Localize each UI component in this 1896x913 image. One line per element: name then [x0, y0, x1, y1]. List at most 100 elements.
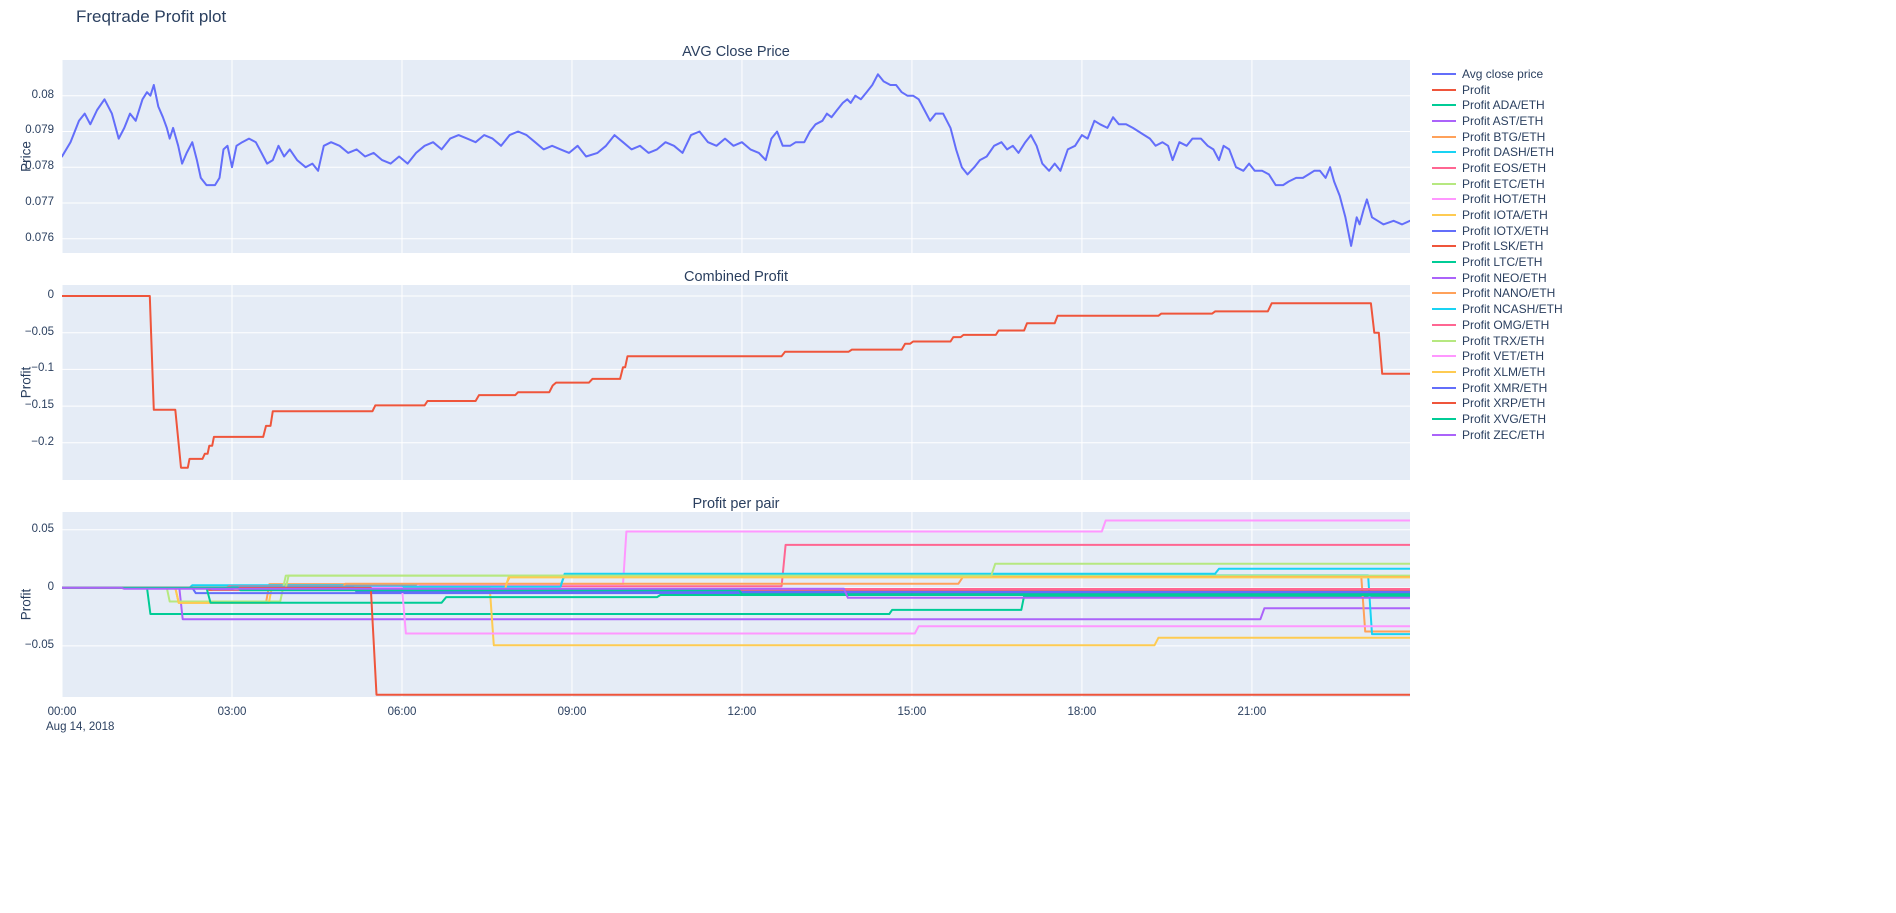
series-line-avg-close-price: [62, 73, 1410, 247]
legend-item-profit-ltc-eth[interactable]: Profit LTC/ETH: [1432, 254, 1563, 270]
legend-item-label: Profit ZEC/ETH: [1462, 427, 1545, 442]
legend-line-swatch: [1432, 276, 1456, 279]
legend-item-profit-btg-eth[interactable]: Profit BTG/ETH: [1432, 129, 1563, 145]
subplot-title-combined-profit: Combined Profit: [684, 269, 788, 285]
y-tick-label: 0.08: [31, 88, 54, 101]
legend-line-swatch: [1432, 370, 1456, 373]
legend-item-profit-omg-eth[interactable]: Profit OMG/ETH: [1432, 317, 1563, 333]
legend-item-label: Profit TRX/ETH: [1462, 333, 1545, 348]
x-tick-label: 09:00: [557, 706, 587, 718]
legend-item-profit-lsk-eth[interactable]: Profit LSK/ETH: [1432, 239, 1563, 255]
y-tick-label: −0.1: [31, 362, 54, 375]
y-tick-label: 0.077: [25, 195, 54, 208]
legend-item-profit-iotx-eth[interactable]: Profit IOTX/ETH: [1432, 223, 1563, 239]
legend-item-profit-ncash-eth[interactable]: Profit NCASH/ETH: [1432, 301, 1563, 317]
legend-line-swatch: [1432, 245, 1456, 248]
y-tick-label: −0.05: [24, 325, 54, 338]
subplot-title-avg-close-price: AVG Close Price: [682, 44, 790, 60]
legend-item-label: Profit LTC/ETH: [1462, 255, 1543, 270]
y-tick-label: −0.2: [31, 435, 54, 448]
legend-item-profit-hot-eth[interactable]: Profit HOT/ETH: [1432, 192, 1563, 208]
avg-close-price-plot[interactable]: [62, 60, 1410, 253]
series-line-profit-xvg-eth: [62, 586, 1410, 596]
legend-line-swatch: [1432, 292, 1456, 295]
legend-line-swatch: [1432, 261, 1456, 264]
legend-item-profit-neo-eth[interactable]: Profit NEO/ETH: [1432, 270, 1563, 286]
x-tick-label: 15:00: [897, 706, 927, 718]
legend-item-label: Profit ADA/ETH: [1462, 98, 1545, 113]
legend-line-swatch: [1432, 151, 1456, 154]
y-tick-label: 0.078: [25, 160, 54, 173]
legend-item-label: Profit ETC/ETH: [1462, 176, 1545, 191]
legend-line-swatch: [1432, 198, 1456, 201]
legend-item-label: Profit XRP/ETH: [1462, 396, 1546, 411]
x-tick-label: 12:00: [727, 706, 757, 718]
legend-line-swatch: [1432, 308, 1456, 311]
y-tick-label: 0.05: [31, 522, 54, 535]
legend-item-label: Profit IOTA/ETH: [1462, 208, 1548, 223]
legend-item-avg-close-price[interactable]: Avg close price: [1432, 66, 1563, 82]
legend-item-label: Profit NEO/ETH: [1462, 270, 1547, 285]
y-tick-label: 0: [47, 580, 54, 593]
profit-per-pair-plot[interactable]: [62, 512, 1410, 697]
y-tick-label: 0.076: [25, 231, 54, 244]
legend-line-swatch: [1432, 119, 1456, 122]
y-tick-label: −0.05: [24, 638, 54, 651]
legend-item-label: Profit XLM/ETH: [1462, 364, 1546, 379]
legend-item-profit-xvg-eth[interactable]: Profit XVG/ETH: [1432, 411, 1563, 427]
legend-line-swatch: [1432, 72, 1456, 75]
series-line-profit-zec-eth: [62, 586, 1410, 599]
legend-item-profit-iota-eth[interactable]: Profit IOTA/ETH: [1432, 207, 1563, 223]
legend-item-label: Profit: [1462, 82, 1491, 97]
x-axis-date-label: Aug 14, 2018: [46, 721, 115, 733]
legend-line-swatch: [1432, 135, 1456, 138]
legend-item-label: Profit OMG/ETH: [1462, 317, 1550, 332]
legend-item-label: Profit NANO/ETH: [1462, 286, 1556, 301]
legend-line-swatch: [1432, 339, 1456, 342]
x-tick-label: 06:00: [387, 706, 417, 718]
legend-item-label: Profit VET/ETH: [1462, 349, 1545, 364]
legend-line-swatch: [1432, 402, 1456, 405]
legend-item-profit-zec-eth[interactable]: Profit ZEC/ETH: [1432, 427, 1563, 443]
legend-line-swatch: [1432, 433, 1456, 436]
x-tick-label: 00:00: [47, 706, 77, 718]
legend-item-profit-xlm-eth[interactable]: Profit XLM/ETH: [1432, 364, 1563, 380]
legend-item-label: Profit XVG/ETH: [1462, 411, 1547, 426]
legend-item-profit-etc-eth[interactable]: Profit ETC/ETH: [1432, 176, 1563, 192]
series-line-profit-ltc-eth: [62, 586, 1410, 604]
legend-line-swatch: [1432, 214, 1456, 217]
legend-item-label: Profit NCASH/ETH: [1462, 302, 1563, 317]
legend-line-swatch: [1432, 88, 1456, 91]
legend-item-profit-ada-eth[interactable]: Profit ADA/ETH: [1432, 97, 1563, 113]
legend-item-profit-dash-eth[interactable]: Profit DASH/ETH: [1432, 144, 1563, 160]
x-tick-label: 21:00: [1237, 706, 1267, 718]
legend-item-label: Profit DASH/ETH: [1462, 145, 1555, 160]
subplot-title-profit-per-pair: Profit per pair: [692, 496, 780, 512]
legend-item-profit-vet-eth[interactable]: Profit VET/ETH: [1432, 348, 1563, 364]
legend-item-label: Profit LSK/ETH: [1462, 239, 1544, 254]
legend-item-label: Profit HOT/ETH: [1462, 192, 1547, 207]
legend-line-swatch: [1432, 355, 1456, 358]
legend-item-profit[interactable]: Profit: [1432, 82, 1563, 98]
legend-item-profit-trx-eth[interactable]: Profit TRX/ETH: [1432, 333, 1563, 349]
x-tick-label: 18:00: [1067, 706, 1097, 718]
legend-line-swatch: [1432, 104, 1456, 107]
legend-item-profit-xrp-eth[interactable]: Profit XRP/ETH: [1432, 395, 1563, 411]
legend-item-profit-ast-eth[interactable]: Profit AST/ETH: [1432, 113, 1563, 129]
legend-line-swatch: [1432, 166, 1456, 169]
y-axis-title-profit-combined: Profit: [18, 366, 34, 399]
legend-item-label: Profit EOS/ETH: [1462, 160, 1547, 175]
combined-profit-plot[interactable]: [62, 285, 1410, 480]
page-title: Freqtrade Profit plot: [76, 7, 227, 26]
legend-item-label: Profit IOTX/ETH: [1462, 223, 1549, 238]
legend-item-profit-eos-eth[interactable]: Profit EOS/ETH: [1432, 160, 1563, 176]
legend-item-label: Avg close price: [1462, 66, 1544, 81]
legend-item-profit-xmr-eth[interactable]: Profit XMR/ETH: [1432, 380, 1563, 396]
legend-line-swatch: [1432, 182, 1456, 185]
legend-line-swatch: [1432, 323, 1456, 326]
legend-item-profit-nano-eth[interactable]: Profit NANO/ETH: [1432, 286, 1563, 302]
legend-item-label: Profit BTG/ETH: [1462, 129, 1546, 144]
legend-line-swatch: [1432, 229, 1456, 232]
legend-line-swatch: [1432, 386, 1456, 389]
